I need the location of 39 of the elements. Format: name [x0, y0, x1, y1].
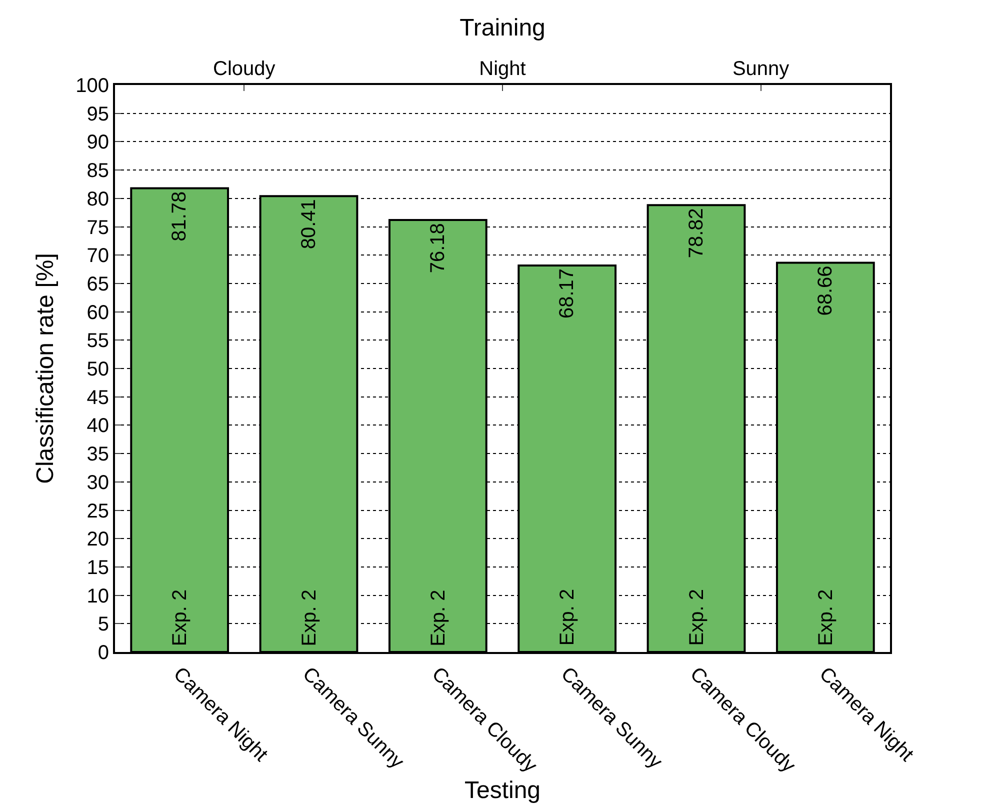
y-tick-label: 85 — [86, 160, 109, 182]
y-tick-label: 0 — [98, 642, 109, 664]
data-label: 68.17 — [556, 268, 578, 319]
y-tick-label: 35 — [86, 444, 109, 466]
y-tick-label: 65 — [86, 273, 109, 296]
y-tick-label: 45 — [86, 386, 109, 409]
text: Sunny — [732, 58, 790, 80]
text: Night — [479, 58, 526, 80]
y-tick-label: 25 — [86, 500, 109, 522]
y-tick-label: 15 — [86, 556, 109, 579]
y-tick-label: 90 — [86, 132, 109, 154]
y-tick-label: 60 — [86, 302, 109, 324]
data-label: 68.66 — [814, 266, 836, 316]
y-tick-label: 50 — [86, 358, 109, 380]
data-label: 80.41 — [298, 199, 320, 250]
text: Cloudy — [213, 58, 276, 80]
annotation: Exp. 2 — [686, 589, 708, 646]
x2-axis-title: Training — [460, 14, 546, 42]
y-tick-label: 80 — [86, 188, 109, 210]
annotation: Exp. 2 — [814, 589, 837, 646]
y-tick-label: 100 — [76, 75, 109, 97]
y-axis-title: Classification rate [%] — [32, 253, 60, 484]
data-label: 81.78 — [168, 191, 191, 242]
y-tick-label: 5 — [98, 614, 109, 636]
annotation: Exp. 2 — [556, 588, 579, 646]
data-label: 76.18 — [426, 223, 449, 274]
data-label: 78.82 — [685, 208, 708, 258]
y-tick-label: 55 — [86, 330, 109, 352]
annotation: Exp. 2 — [298, 590, 320, 646]
y-tick-label: 30 — [86, 472, 109, 494]
annotation: Exp. 2 — [427, 590, 450, 646]
y-tick-label: 70 — [86, 245, 109, 268]
y-tick-label: 95 — [86, 103, 109, 126]
x-axis-title: Testing — [464, 776, 541, 804]
y-tick-label: 75 — [86, 216, 109, 239]
annotation: Exp. 2 — [169, 589, 192, 646]
y-tick-label: 10 — [86, 585, 109, 608]
y-tick-label: 40 — [86, 415, 109, 438]
y-tick-label: 20 — [86, 528, 109, 551]
